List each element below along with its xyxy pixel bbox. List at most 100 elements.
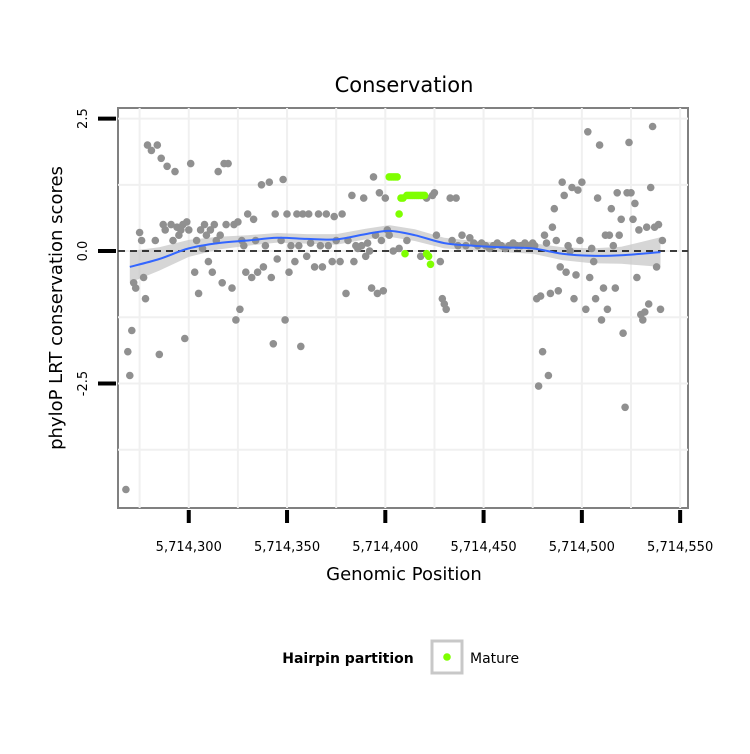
data-point (271, 210, 280, 218)
data-point (208, 268, 217, 277)
data-point (363, 239, 372, 247)
y-tick-label: 2.5 (76, 108, 91, 129)
other-points (122, 122, 667, 494)
data-point (562, 268, 570, 277)
mature-data-point (401, 249, 409, 258)
data-point (139, 273, 148, 282)
legend: Hairpin partition Mature (282, 639, 519, 675)
data-point (291, 257, 299, 266)
legend-title: Hairpin partition (282, 651, 413, 667)
data-point (137, 236, 146, 245)
data-point (466, 234, 474, 242)
data-point (595, 141, 604, 149)
data-point (338, 210, 346, 218)
data-point (587, 244, 596, 253)
data-point (131, 284, 140, 292)
data-point (629, 215, 637, 224)
data-point (210, 220, 219, 229)
data-point (548, 223, 557, 231)
data-point (336, 257, 344, 266)
y-tick-label: 0.0 (76, 241, 91, 262)
data-point (124, 347, 132, 356)
data-point (544, 371, 553, 380)
data-point (249, 215, 258, 224)
data-point (648, 122, 657, 131)
data-point (281, 316, 289, 324)
data-point (126, 371, 134, 380)
data-point (185, 226, 193, 234)
data-point (631, 199, 639, 208)
data-point (265, 178, 274, 186)
data-point (200, 220, 209, 229)
x-tick-label: 5,714,400 (352, 540, 418, 555)
data-point (550, 204, 559, 213)
data-point (169, 236, 177, 245)
data-point (285, 268, 293, 277)
data-point (171, 167, 179, 176)
data-point (584, 128, 592, 136)
data-point (642, 223, 651, 231)
data-point (259, 263, 268, 271)
data-point (147, 146, 156, 155)
data-point (322, 210, 331, 218)
data-point (161, 226, 169, 234)
legend-mature-dot (443, 653, 451, 661)
data-point (646, 183, 655, 192)
data-point (377, 236, 386, 245)
data-point (458, 231, 466, 239)
data-point (242, 268, 250, 277)
data-point (279, 175, 287, 184)
y-axis: 2.5 0.0 -2.5 (76, 108, 116, 396)
data-point (540, 231, 549, 239)
data-point (143, 141, 152, 149)
data-point (442, 305, 451, 314)
data-point (585, 273, 594, 282)
mature-points (385, 173, 435, 269)
y-axis-label: phyloP LRT conservation scores (46, 166, 67, 450)
data-point (619, 329, 627, 338)
data-point (546, 289, 555, 298)
data-point (267, 273, 276, 282)
data-point (224, 159, 232, 168)
data-point (324, 241, 333, 250)
data-point (306, 239, 315, 247)
data-point (240, 241, 248, 250)
legend-label-mature: Mature (470, 651, 519, 667)
data-point (155, 350, 164, 359)
data-point (395, 244, 403, 253)
data-point (318, 263, 327, 271)
data-point (330, 212, 339, 221)
data-point (257, 181, 266, 189)
data-point (652, 263, 661, 271)
data-point (430, 189, 439, 197)
data-point (641, 308, 649, 316)
data-point (603, 305, 612, 314)
data-point (304, 210, 313, 218)
mature-data-point (426, 260, 435, 269)
data-point (287, 241, 295, 250)
data-point (644, 300, 653, 308)
data-point (385, 231, 394, 239)
data-point (446, 194, 455, 202)
data-point (151, 236, 160, 245)
data-point (302, 252, 311, 261)
data-point (369, 173, 378, 181)
data-point (599, 284, 608, 292)
data-point (633, 273, 641, 282)
data-point (558, 178, 566, 186)
data-point (566, 247, 574, 255)
data-point (436, 257, 445, 266)
data-point (361, 252, 370, 261)
data-point (375, 189, 384, 197)
data-point (615, 231, 623, 239)
data-point (216, 231, 224, 239)
data-point (578, 178, 586, 186)
data-point (635, 226, 643, 234)
data-point (597, 316, 606, 324)
data-point (534, 382, 543, 390)
data-point (190, 268, 199, 277)
plot-panel (117, 107, 689, 509)
data-point (128, 326, 136, 335)
